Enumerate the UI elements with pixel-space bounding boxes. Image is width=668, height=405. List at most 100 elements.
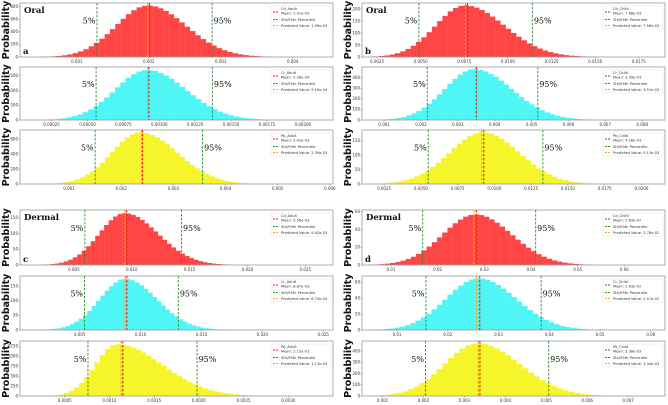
histogram-bar: [184, 91, 191, 120]
histogram-bar: [489, 16, 496, 57]
plot-frame: [361, 275, 666, 331]
histogram-bar: [410, 256, 417, 265]
legend-predicted-label: Predicted Value: 7.58e-03: [613, 24, 659, 28]
histogram-bar: [538, 317, 544, 330]
histogram-bar: [125, 77, 132, 120]
histogram-bar: [154, 137, 160, 184]
histogram-bar: [73, 387, 80, 396]
legend-series-name: Cd_Child: [613, 7, 629, 11]
histogram-bar: [158, 72, 164, 120]
y-axis-label: Probability: [1, 207, 12, 266]
histogram-bar: [119, 141, 125, 184]
histogram-bar: [209, 176, 215, 184]
x-tick-label: 0.03: [494, 332, 503, 337]
x-tick-label: 0.008: [636, 122, 648, 127]
histogram-bar: [159, 140, 165, 184]
legend-box: [602, 278, 664, 303]
histogram-bar: [526, 43, 533, 57]
x-tick-label: 0.01: [393, 332, 402, 337]
x-tick-label: 0.020: [257, 332, 269, 337]
histogram-bar: [500, 288, 507, 330]
x-tick-label: 0.0050: [414, 59, 428, 64]
histogram-bar: [442, 15, 448, 58]
x-tick-label: 0.00025: [43, 122, 60, 127]
histogram-bar: [95, 235, 100, 265]
x-tick-label: 0.003: [452, 122, 464, 127]
histogram-bar: [169, 313, 175, 330]
histogram-bar: [379, 395, 386, 396]
histogram-bar: [249, 118, 256, 120]
p5-label: 5%: [413, 80, 426, 89]
route-label: Dermal: [24, 213, 60, 223]
histogram-bar: [144, 133, 150, 184]
histogram-bar: [543, 319, 549, 330]
histogram-bar: [396, 392, 403, 396]
legend-predicted-label: Predicted Value: 9.42e-03: [281, 231, 327, 235]
histogram-bar: [71, 116, 78, 120]
histogram-bar: [539, 380, 546, 396]
histogram-bar: [579, 393, 586, 396]
histogram-bar: [395, 262, 401, 265]
histogram-bar: [567, 263, 573, 265]
histogram-bar: [447, 294, 453, 330]
histogram-bar: [135, 349, 142, 396]
histogram-bar: [152, 71, 159, 120]
x-tick-label: 0.0005: [58, 398, 72, 403]
histogram-bar: [174, 316, 179, 330]
histogram-bar: [104, 97, 110, 120]
y-tick-label: 50: [13, 313, 19, 318]
histogram-bar: [93, 42, 100, 57]
histogram-bar: [573, 392, 580, 396]
histogram-bar: [74, 321, 79, 330]
histogram-bar: [398, 181, 404, 184]
histogram-bar: [479, 278, 485, 330]
histogram-bar: [165, 309, 171, 330]
legend-mean-label: Mean: 2.01e-03: [281, 11, 309, 15]
x-tick-label: 0.001: [71, 59, 83, 64]
histogram-bar: [88, 109, 94, 120]
histogram-bar: [452, 78, 458, 120]
x-tick-label: 0.006: [324, 186, 336, 191]
y-axis-label: Probability: [343, 127, 354, 186]
x-tick-label: 0.004: [500, 398, 512, 403]
histogram-bar: [152, 6, 159, 58]
histogram-bar: [83, 49, 89, 57]
histogram-bar: [248, 55, 255, 57]
histogram-bar: [532, 46, 538, 57]
y-tick-label: 0: [15, 117, 18, 122]
histogram-bar: [114, 146, 120, 184]
y-tick-label: 150: [352, 18, 360, 23]
histogram-bar: [144, 223, 150, 265]
y-tick-label: 1500: [8, 73, 19, 78]
histogram-bar: [139, 285, 144, 330]
histogram-bar: [81, 250, 87, 265]
histogram-bar: [494, 222, 500, 265]
histogram-bar: [109, 286, 114, 330]
histogram-bar: [135, 217, 141, 265]
histogram-bar: [90, 241, 96, 265]
histogram-bar: [431, 26, 438, 57]
histogram-bar: [135, 282, 140, 330]
legend-series-name: Pb_Adult: [281, 134, 297, 138]
histogram-bar: [173, 18, 180, 58]
p95-label: 95%: [204, 144, 222, 153]
histogram-bar: [86, 246, 91, 265]
legend-mean-label: Mean: 1.15e-03: [281, 349, 309, 353]
x-tick-label: 0.0175: [632, 59, 646, 64]
histogram-bar: [557, 261, 563, 265]
histogram-bar: [204, 174, 210, 184]
histogram-bar: [166, 369, 172, 396]
legend-percentile-label: 5th/95th Percentile: [613, 82, 648, 86]
histogram-bar: [400, 260, 406, 265]
histogram-bar: [483, 132, 489, 184]
histogram-bar: [88, 46, 95, 57]
y-axis-label: Probability: [1, 0, 12, 59]
x-tick-label: 0.00150: [223, 122, 240, 127]
histogram-bar: [511, 297, 517, 330]
histogram-bar: [425, 378, 432, 396]
p95-label: 95%: [214, 17, 232, 26]
